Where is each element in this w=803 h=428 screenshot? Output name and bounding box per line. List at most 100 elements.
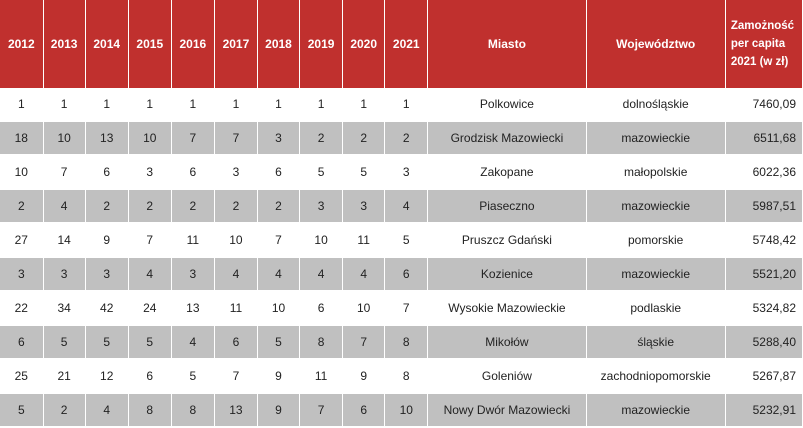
- rank-2016: 2: [171, 189, 215, 224]
- voivodeship-cell: dolnośląskie: [586, 88, 726, 122]
- rank-2013: 7: [43, 155, 86, 190]
- rank-2020: 3: [342, 189, 386, 224]
- rank-2016: 13: [171, 291, 215, 326]
- rank-2018: 10: [257, 291, 301, 326]
- rank-2018: 9: [257, 359, 301, 394]
- rank-2013: 34: [43, 291, 86, 326]
- wealth-cell: 5324,82: [725, 291, 803, 326]
- header-city: Miasto: [427, 0, 587, 88]
- city-cell: Kozienice: [427, 257, 587, 292]
- rank-2015: 5: [128, 325, 172, 360]
- rank-2016: 6: [171, 155, 215, 190]
- rank-2015: 3: [128, 155, 172, 190]
- wealth-cell: 5748,42: [725, 223, 803, 258]
- wealth-cell: 5521,20: [725, 257, 803, 292]
- table-row: 10 7 6 3 6 3 6 5 5 3 Zakopane małopolskie 6022,36: [0, 155, 803, 190]
- rank-2021: 8: [384, 359, 429, 394]
- header-2019: 2019: [299, 0, 344, 88]
- rank-2020: 7: [342, 325, 386, 360]
- rank-2018: 1: [257, 88, 301, 122]
- table-row: 3 3 3 4 3 4 4 4 4 6 Kozienice mazowieckie 5521,20: [0, 257, 803, 292]
- voivodeship-cell: śląskie: [586, 325, 726, 360]
- rank-2012: 22: [0, 291, 44, 326]
- rank-2013: 5: [43, 325, 86, 360]
- rank-2015: 2: [128, 189, 172, 224]
- header-2012: 2012: [0, 0, 44, 88]
- rank-2013: 3: [43, 257, 86, 292]
- rank-2019: 11: [299, 359, 344, 394]
- rank-2020: 5: [342, 155, 386, 190]
- rank-2018: 5: [257, 325, 301, 360]
- table-row: 22 34 42 24 13 11 10 6 10 7 Wysokie Mazowieckie pod…: [0, 291, 803, 326]
- header-2015: 2015: [128, 0, 172, 88]
- header-wealth: Zamożność per capita 2021 (w zł): [725, 0, 803, 88]
- rank-2012: 1: [0, 88, 44, 122]
- rank-2020: 11: [342, 223, 386, 258]
- rank-2017: 7: [214, 121, 258, 156]
- rank-2019: 3: [299, 189, 344, 224]
- rank-2015: 10: [128, 121, 172, 156]
- rank-2020: 4: [342, 257, 386, 292]
- rank-2019: 8: [299, 325, 344, 360]
- rank-2014: 3: [85, 257, 129, 292]
- rank-2013: 1: [43, 88, 86, 122]
- rank-2017: 2: [214, 189, 258, 224]
- rank-2016: 1: [171, 88, 215, 122]
- rank-2017: 10: [214, 223, 258, 258]
- rank-2013: 21: [43, 359, 86, 394]
- table-row: 1 1 1 1 1 1 1 1 1 1 Polkowice dolnośląskie 7460,09: [0, 88, 803, 122]
- city-cell: Goleniów: [427, 359, 587, 394]
- voivodeship-cell: mazowieckie: [586, 257, 726, 292]
- rank-2016: 11: [171, 223, 215, 258]
- voivodeship-cell: podlaskie: [586, 291, 726, 326]
- rank-2020: 2: [342, 121, 386, 156]
- rank-2013: 14: [43, 223, 86, 258]
- city-cell: Grodzisk Mazowiecki: [427, 121, 587, 156]
- table-row: 27 14 9 7 11 10 7 10 11 5 Pruszcz Gdański pomorskie…: [0, 223, 803, 258]
- table-row: 6 5 5 5 4 6 5 8 7 8 Mikołów śląskie 5288,40: [0, 325, 803, 360]
- rank-2013: 10: [43, 121, 86, 156]
- rank-2018: 6: [257, 155, 301, 190]
- wealth-cell: 5288,40: [725, 325, 803, 360]
- city-cell: Wysokie Mazowieckie: [427, 291, 587, 326]
- city-cell: Piaseczno: [427, 189, 587, 224]
- header-row: 2012 2013 2014 2015 2016 2017 2018 2019 …: [0, 0, 803, 88]
- rank-2018: 4: [257, 257, 301, 292]
- rank-2020: 1: [342, 88, 386, 122]
- rank-2019: 2: [299, 121, 344, 156]
- rank-2015: 6: [128, 359, 172, 394]
- wealth-cell: 5267,87: [725, 359, 803, 394]
- rank-2016: 4: [171, 325, 215, 360]
- rank-2014: 6: [85, 155, 129, 190]
- city-cell: Mikołów: [427, 325, 587, 360]
- rank-2014: 9: [85, 223, 129, 258]
- rank-2018: 2: [257, 189, 301, 224]
- rank-2015: 24: [128, 291, 172, 326]
- rank-2012: 18: [0, 121, 44, 156]
- rank-2014: 5: [85, 325, 129, 360]
- rank-2017: 1: [214, 88, 258, 122]
- rank-2021: 7: [384, 291, 429, 326]
- rank-2016: 7: [171, 121, 215, 156]
- wealth-cell: 5987,51: [725, 189, 803, 224]
- rank-2017: 7: [214, 359, 258, 394]
- rank-2017: 3: [214, 155, 258, 190]
- rank-2021: 1: [384, 88, 429, 122]
- wealth-cell: 6022,36: [725, 155, 803, 190]
- rank-2017: 6: [214, 325, 258, 360]
- rank-2015: 4: [128, 257, 172, 292]
- header-2020: 2020: [342, 0, 386, 88]
- city-cell: Pruszcz Gdański: [427, 223, 587, 258]
- rank-2012: 27: [0, 223, 44, 258]
- rank-2012: 10: [0, 155, 44, 190]
- header-2018: 2018: [257, 0, 301, 88]
- header-voivodeship: Województwo: [586, 0, 726, 88]
- table-row: 2 4 2 2 2 2 2 3 3 4 Piaseczno mazowieckie 5987,51: [0, 189, 803, 224]
- rank-2019: 10: [299, 223, 344, 258]
- rank-2021: 2: [384, 121, 429, 156]
- voivodeship-cell: mazowieckie: [586, 189, 726, 224]
- wealth-cell: 7460,09: [725, 88, 803, 122]
- rank-2014: 1: [85, 88, 129, 122]
- rank-2018: 3: [257, 121, 301, 156]
- rank-2019: 1: [299, 88, 344, 122]
